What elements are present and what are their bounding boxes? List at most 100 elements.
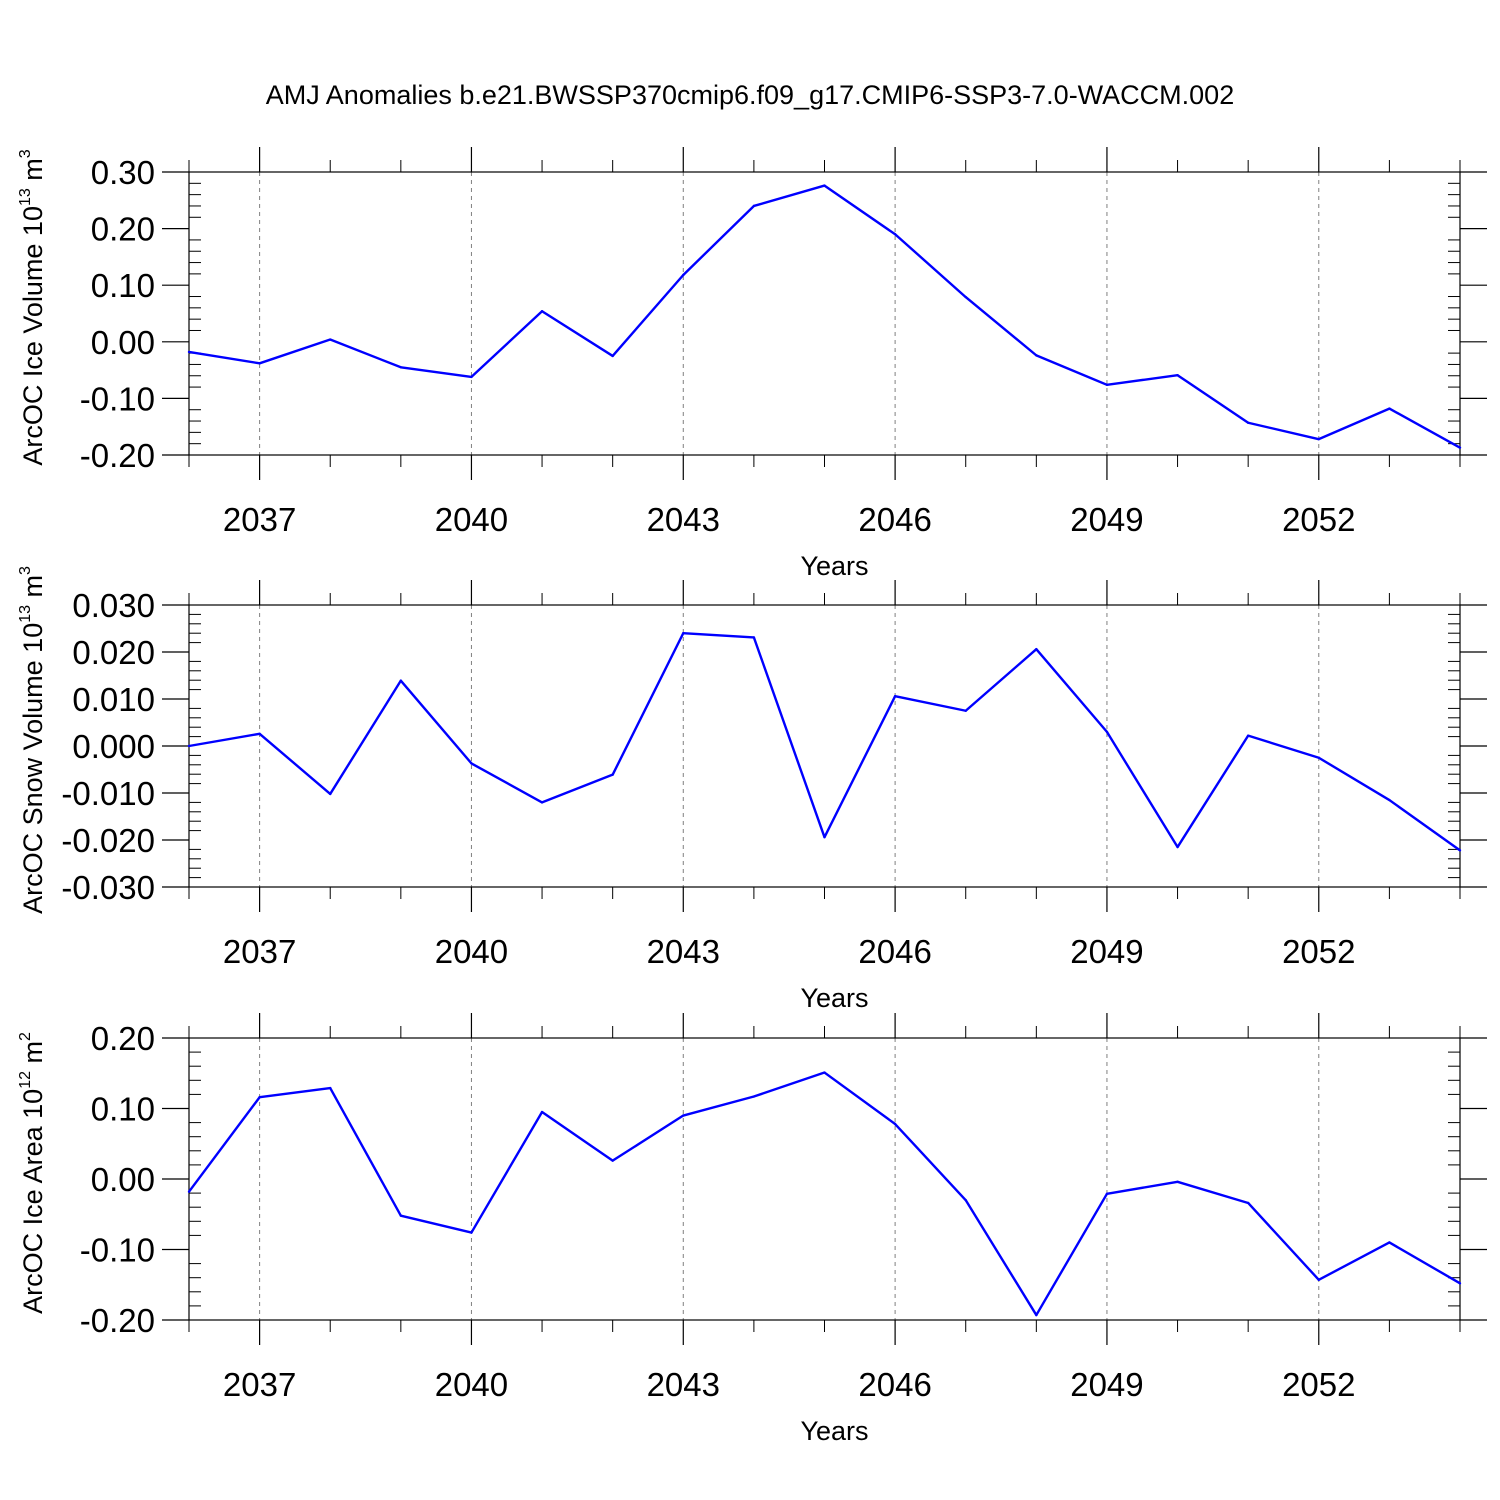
x-tick-label: 2049 [1070,933,1143,970]
x-tick-label: 2049 [1070,1366,1143,1403]
data-point [1035,647,1038,651]
x-tick-label: 2049 [1070,501,1143,538]
data-point [1388,407,1391,410]
data-point [682,273,685,277]
data-point [540,310,544,313]
data-point [611,1159,614,1162]
y-tick-label: 0.00 [91,1161,155,1198]
x-tick-label: 2052 [1282,501,1355,538]
data-point [1317,437,1320,441]
y-axis-label-part: ArcOC Ice Volume 10 [18,206,48,466]
x-axis-label: Years [800,551,868,581]
x-axis-label: Years [800,1416,868,1446]
data-point [399,366,403,369]
data-point [1246,734,1250,737]
data-point [329,338,332,341]
y-tick-label: 0.030 [72,587,155,624]
y-axis-label-part: m [18,158,48,188]
data-point [1317,1278,1320,1282]
x-tick-label: 2046 [858,933,931,970]
x-tick-label: 2046 [858,1366,931,1403]
data-point [752,1095,756,1098]
y-tick-label: 0.020 [72,634,155,671]
y-axis-label-part: ArcOC Snow Volume 10 [18,623,48,914]
y-tick-label: 0.20 [91,1020,155,1057]
data-point [682,1114,685,1117]
x-axis-label: Years [800,983,868,1013]
data-point [893,694,897,698]
data-point [329,792,332,796]
data-point [540,1110,544,1114]
data-point [1105,1192,1109,1196]
data-point [1458,1282,1462,1285]
y-tick-label: -0.010 [61,775,155,812]
x-tick-label: 2052 [1282,933,1355,970]
data-point [823,835,826,839]
data-point [611,773,614,776]
x-tick-label: 2037 [223,1366,296,1403]
data-point [1458,446,1462,449]
data-point [1317,756,1320,759]
plot-frame [188,171,1461,456]
y-axis-label-part: m [18,575,48,605]
y-axis-label-superscript: 2 [17,1032,34,1041]
data-point [823,184,826,187]
y-tick-label: 0.010 [72,681,155,718]
data-point [1176,845,1179,849]
data-point [752,636,756,639]
x-tick-label: 2046 [858,501,931,538]
chart-panel-2: -0.030 -0.020 -0.010 0.000 0.010 0.020 0.030 20… [17,566,1487,1013]
chart-panel-3: -0.20 -0.10 0.00 0.10 0.20 2037 2040 2043 2046 20… [17,1013,1487,1446]
x-tick-label: 2040 [435,501,508,538]
data-point [823,1071,826,1074]
y-tick-label: 0.10 [91,267,155,304]
data-point [258,1096,261,1099]
data-point [752,204,756,208]
data-point [1246,421,1250,424]
y-tick-label: -0.030 [61,869,155,906]
data-point [470,762,473,765]
x-tick-label: 2052 [1282,1366,1355,1403]
data-point [1035,354,1038,357]
data-point [1388,1241,1391,1244]
x-tick-label: 2043 [647,1366,720,1403]
y-axis-label-superscript: 12 [17,1071,34,1089]
x-tick-label: 2043 [647,501,720,538]
data-point [893,1122,897,1126]
y-tick-label: 0.00 [91,324,155,361]
y-axis-label-superscript: 3 [17,566,34,575]
data-point [964,295,967,299]
y-tick-label: -0.020 [61,822,155,859]
series-line [188,632,1461,852]
data-point [187,744,191,748]
data-point [893,233,897,236]
data-point [1458,849,1462,852]
y-tick-label: 0.000 [72,728,155,765]
data-point [1176,1180,1179,1184]
y-axis-label: ArcOC Ice Area 1012 m2 [17,1032,48,1314]
y-tick-label: 0.30 [91,154,155,191]
plot-frame [188,604,1461,888]
y-axis-label-part: ArcOC Ice Area 10 [18,1089,48,1314]
y-tick-label: -0.20 [80,1302,155,1339]
data-point [399,1214,403,1217]
y-axis-label-part: m [18,1041,48,1071]
data-point [682,632,685,635]
y-tick-label: 0.20 [91,211,155,248]
series-line [188,184,1461,449]
data-point [1388,798,1391,802]
data-point [1176,373,1179,377]
data-point [1105,730,1109,734]
data-point [540,801,544,804]
data-point [964,709,967,712]
data-point [258,732,261,735]
series-line [188,1071,1461,1317]
data-point [187,1190,191,1193]
x-tick-label: 2043 [647,933,720,970]
data-point [1035,1313,1038,1317]
data-point [187,350,191,354]
x-tick-label: 2037 [223,933,296,970]
data-point [470,1231,473,1234]
